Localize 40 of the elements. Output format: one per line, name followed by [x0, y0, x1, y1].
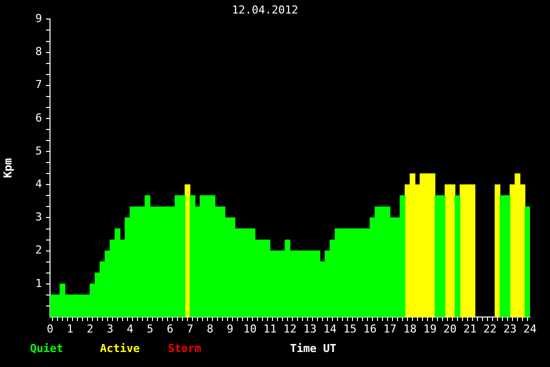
x-tick-label: 0 — [46, 322, 54, 336]
y-tick-label: 9 — [35, 12, 42, 26]
x-tick-label: 23 — [503, 322, 517, 336]
x-tick-label: 11 — [263, 322, 277, 336]
y-tick-label: 3 — [35, 210, 42, 224]
x-tick-label: 1 — [66, 322, 74, 336]
text: Quiet — [30, 342, 64, 355]
y-axis-title: Kpm — [1, 158, 14, 178]
x-tick-label: 18 — [403, 322, 417, 336]
text: Active — [100, 342, 140, 355]
x-tick-label: 2 — [86, 322, 94, 336]
y-tick-label: 2 — [35, 244, 42, 257]
x-tick-label: 21 — [463, 322, 477, 336]
x-tick-label: 4 — [126, 322, 134, 336]
y-tick-label: 7 — [35, 78, 42, 92]
x-tick-label: 14 — [323, 322, 337, 336]
x-tick-label: 20 — [443, 322, 457, 336]
x-tick-label: 10 — [243, 322, 257, 336]
x-tick-label: 19 — [423, 322, 437, 336]
y-tick-label: 8 — [35, 45, 42, 58]
chart-title: 12.04.2012 — [232, 3, 298, 16]
x-axis-title: Time UT — [290, 342, 336, 355]
x-tick-label: 8 — [206, 322, 214, 336]
legend-label: Storm — [168, 342, 202, 355]
x-tick-label: 22 — [483, 322, 497, 336]
y-tick-label: 1 — [35, 276, 42, 290]
y-tick-label: 4 — [35, 178, 42, 191]
x-tick-label: 16 — [363, 322, 377, 336]
x-tick-label: 13 — [303, 322, 317, 336]
x-tick-label: 7 — [186, 322, 194, 336]
x-tick-label: 15 — [343, 322, 357, 336]
x-tick-label: 17 — [383, 322, 397, 336]
x-tick-label: 6 — [166, 322, 174, 336]
y-tick-label: 5 — [35, 144, 42, 158]
x-tick-label: 9 — [226, 322, 234, 336]
x-tick-label: 24 — [523, 322, 537, 336]
y-tick-label: 6 — [35, 111, 42, 124]
x-tick-label: 5 — [146, 322, 154, 336]
x-tick-label: 12 — [283, 322, 297, 336]
x-tick-label: 3 — [106, 322, 114, 336]
